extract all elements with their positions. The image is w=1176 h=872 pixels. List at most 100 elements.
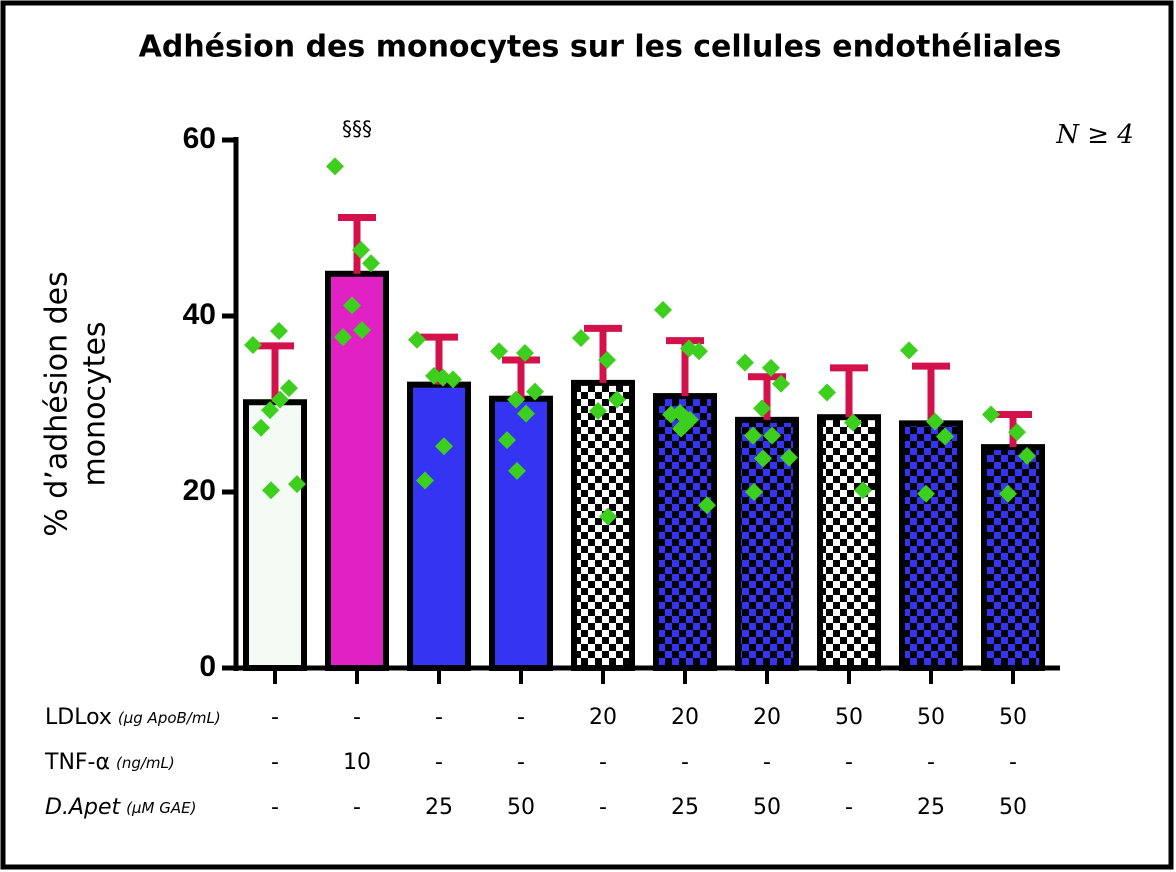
data-point [508, 461, 526, 480]
data-point [844, 413, 862, 432]
data-point [754, 449, 772, 468]
data-point [490, 342, 508, 361]
data-point [736, 353, 754, 372]
data-point [780, 448, 798, 467]
data-point [352, 241, 370, 259]
cell: - [1009, 750, 1017, 775]
data-point [517, 404, 535, 423]
bar [899, 420, 963, 671]
data-point [526, 382, 544, 401]
cell: - [435, 750, 443, 775]
data-point [362, 254, 380, 273]
data-point [252, 418, 270, 437]
row-unit: (µg ApoB/mL) [118, 709, 221, 727]
bar [817, 414, 881, 672]
data-point [753, 399, 771, 418]
data-point [672, 419, 690, 438]
cell: - [599, 750, 607, 775]
cell: - [435, 705, 443, 730]
data-point [270, 321, 288, 340]
data-point [343, 296, 361, 315]
cell: 25 [425, 795, 453, 820]
cell: 50 [507, 795, 535, 820]
cell: - [599, 795, 607, 820]
data-point [261, 401, 279, 420]
data-point [599, 507, 617, 526]
cell: - [517, 750, 525, 775]
data-point [435, 437, 453, 456]
cell: - [845, 750, 853, 775]
row-name: LDLox [45, 705, 112, 730]
data-point [854, 481, 872, 500]
bar [407, 381, 471, 671]
annotation: §§§ [342, 117, 372, 141]
data-point [690, 342, 708, 361]
data-point [598, 351, 616, 369]
cell: - [271, 750, 279, 775]
y-tick-label: 20 [183, 474, 216, 507]
data-point [745, 483, 763, 501]
row-label: LDLox (µg ApoB/mL) [45, 705, 221, 730]
y-axis-label: monocytes [78, 321, 113, 486]
bar [243, 399, 307, 671]
cell: - [271, 705, 279, 730]
data-point [999, 484, 1017, 503]
cell: - [353, 795, 361, 820]
cell: 50 [917, 705, 945, 730]
cell: - [517, 705, 525, 730]
cell: 50 [999, 705, 1027, 730]
data-point [608, 390, 626, 409]
chart-title: Adhésion des monocytes sur les cellules … [139, 30, 1062, 65]
data-point [425, 366, 443, 385]
y-tick-label: 60 [183, 122, 216, 155]
bar [653, 393, 717, 671]
data-point [334, 328, 352, 347]
cell: - [845, 795, 853, 820]
data-point [698, 496, 716, 515]
data-point [936, 427, 954, 446]
row-unit: (µM GAE) [126, 799, 196, 817]
data-point [408, 330, 426, 349]
data-point [818, 383, 836, 402]
data-point [763, 426, 781, 445]
data-point [572, 329, 590, 347]
data-point [244, 336, 262, 355]
cell: 25 [917, 795, 945, 820]
data-point [516, 343, 534, 362]
row-name: D.Apet [45, 795, 121, 820]
row-name: TNF-α [44, 750, 110, 775]
data-point [288, 475, 306, 494]
data-point [280, 379, 298, 398]
cell: 50 [753, 795, 781, 820]
data-point [262, 481, 280, 500]
cell: - [763, 750, 771, 775]
row-unit: (ng/mL) [116, 754, 175, 772]
y-tick-label: 40 [183, 298, 216, 331]
cell: - [353, 705, 361, 730]
data-point [772, 374, 790, 393]
cell: - [927, 750, 935, 775]
row-label: TNF-α (ng/mL) [44, 750, 175, 775]
data-point [271, 390, 289, 409]
data-point [444, 370, 462, 389]
data-point [1008, 423, 1026, 442]
cell: 20 [589, 705, 617, 730]
data-point [762, 358, 780, 377]
annotation: N ≥ 4 [1055, 120, 1134, 150]
bar [571, 379, 635, 671]
data-point [353, 321, 371, 340]
data-point [589, 402, 607, 421]
y-axis-label: % d’adhésion des [40, 271, 75, 537]
cell: 25 [671, 795, 699, 820]
data-point [326, 157, 344, 176]
data-point [662, 405, 680, 424]
data-point [900, 341, 918, 360]
data-point [926, 412, 944, 431]
cell: - [681, 750, 689, 775]
data-point [498, 431, 516, 450]
data-point [917, 484, 935, 503]
cell: 50 [835, 705, 863, 730]
cell: 10 [343, 750, 371, 775]
data-point [1018, 446, 1036, 465]
